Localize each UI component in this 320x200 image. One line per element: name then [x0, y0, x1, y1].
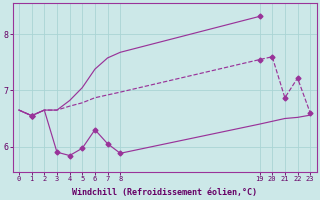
X-axis label: Windchill (Refroidissement éolien,°C): Windchill (Refroidissement éolien,°C) [72, 188, 257, 197]
